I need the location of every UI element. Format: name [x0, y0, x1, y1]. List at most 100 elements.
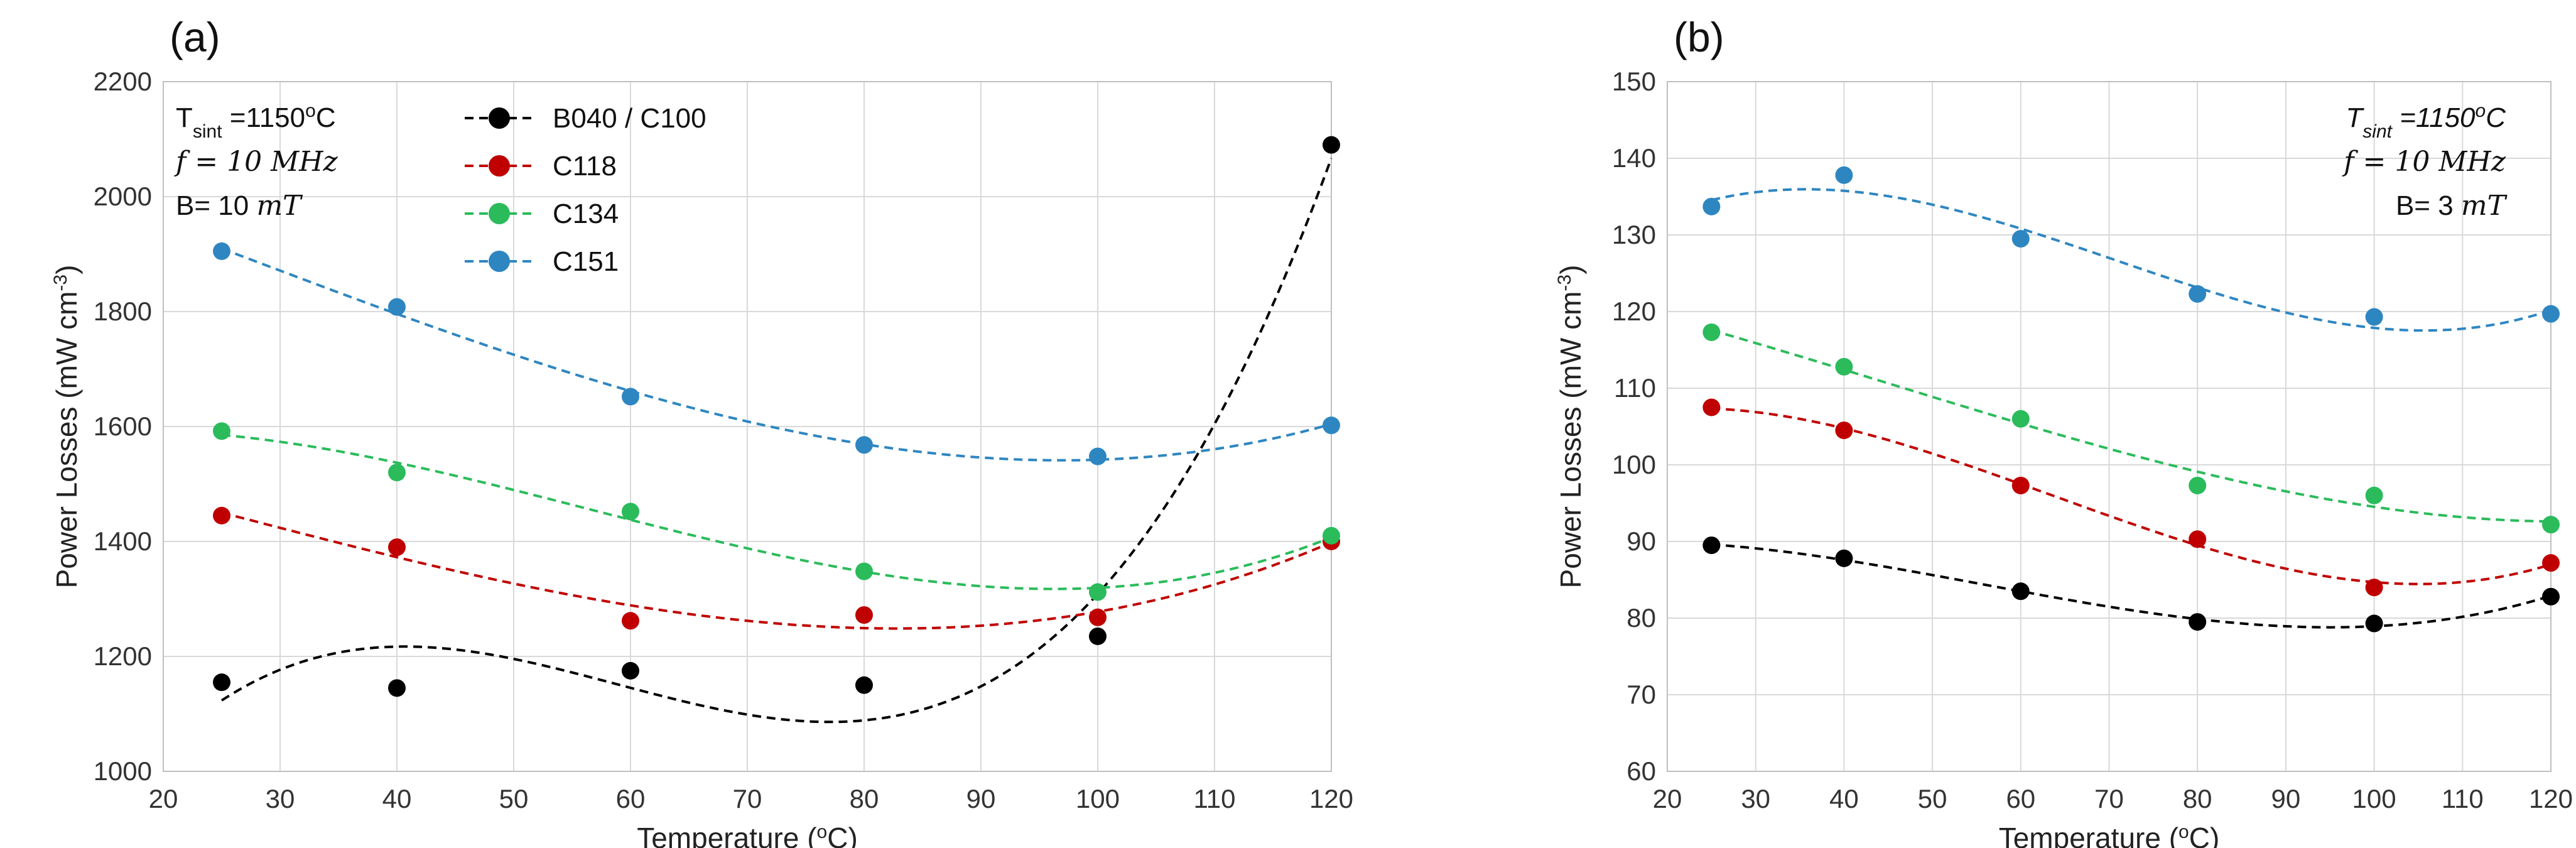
- data-point-c151: [213, 242, 230, 260]
- data-point-c118: [2011, 476, 2030, 494]
- x-tick-label: 70: [733, 784, 762, 813]
- y-tick-label: 2000: [94, 182, 152, 211]
- y-tick-label: 150: [1612, 67, 1656, 96]
- data-point-c134: [1323, 526, 1340, 545]
- data-point-b040-c100: [388, 679, 406, 697]
- legend-marker-c118: [489, 155, 510, 177]
- legend-label-c151: C151: [553, 246, 619, 277]
- legend-label-c118: C118: [553, 151, 617, 182]
- data-point-c151: [2365, 308, 2383, 326]
- y-tick-label: 80: [1626, 603, 1656, 633]
- y-tick-label: 120: [1612, 296, 1656, 326]
- x-tick-label: 110: [1194, 784, 1236, 813]
- y-axis-title: Power Losses (mW cm-3): [1554, 265, 1588, 589]
- x-tick-label: 80: [2183, 784, 2212, 813]
- x-tick-label: 30: [1741, 784, 1770, 813]
- data-point-c118: [2365, 579, 2383, 597]
- data-point-b040-c100: [855, 676, 873, 694]
- y-tick-label: 140: [1612, 143, 1656, 173]
- y-tick-label: 1400: [94, 526, 152, 556]
- legend-marker-c134: [489, 203, 510, 224]
- x-tick-label: 80: [850, 784, 879, 813]
- y-tick-label: 2200: [94, 67, 152, 96]
- data-point-c118: [1702, 398, 1721, 416]
- data-point-c151: [2189, 285, 2207, 303]
- data-point-c151: [622, 388, 639, 406]
- x-tick-label: 90: [966, 784, 996, 813]
- data-point-c134: [1089, 583, 1107, 601]
- x-tick-label: 60: [616, 784, 646, 813]
- data-point-c151: [2011, 230, 2030, 248]
- x-tick-label: 70: [2094, 784, 2124, 813]
- annotation-b-field: B= 10 mT: [176, 190, 303, 222]
- x-tick-label: 50: [1918, 784, 1947, 813]
- trendline-b040-c100: [220, 158, 1333, 724]
- x-tick-label: 110: [2442, 784, 2484, 813]
- data-point-c151: [1323, 416, 1340, 435]
- data-point-b040-c100: [2542, 587, 2560, 606]
- x-tick-label: 20: [1653, 784, 1682, 813]
- y-tick-label: 1600: [94, 411, 152, 441]
- legend-label-b040-c100: B040 / C100: [553, 103, 706, 134]
- data-point-b040-c100: [1702, 536, 1721, 555]
- legend-marker-b040-c100: [489, 107, 510, 129]
- annotation-frequency: f = 10 MHz: [174, 146, 338, 178]
- y-tick-label: 130: [1612, 220, 1656, 249]
- chart-panel-a: 1000 1200 1400 1600 1800 2000 2200 20 30 40 50 60 70…: [50, 14, 1354, 848]
- x-tick-label: 40: [382, 784, 412, 813]
- x-tick-label: 50: [499, 784, 529, 813]
- data-point-c134: [1835, 357, 1853, 376]
- x-tick-label: 120: [1309, 784, 1353, 813]
- data-point-c118: [2542, 554, 2560, 572]
- data-point-b040-c100: [2365, 614, 2383, 633]
- data-point-c134: [855, 562, 873, 580]
- legend-marker-c151: [489, 251, 510, 272]
- data-point-b040-c100: [1323, 136, 1340, 154]
- x-axis-title: Temperature (oC): [637, 822, 858, 848]
- trendline-b040-c100: [1711, 543, 2552, 629]
- x-axis-title: Temperature (oC): [1999, 822, 2220, 848]
- y-tick-label: 110: [1614, 373, 1656, 403]
- x-tick-label: 20: [149, 784, 178, 813]
- x-tick-label: 30: [266, 784, 295, 813]
- data-point-b040-c100: [1835, 549, 1853, 567]
- data-point-c134: [2542, 516, 2560, 534]
- x-tick-label: 90: [2271, 784, 2301, 813]
- data-point-c118: [855, 606, 873, 624]
- x-tick-label: 60: [2006, 784, 2035, 813]
- chart-panel-b: 60 70 80 90 100 110 120 130 140 150 20 30 40 50 60 70 80…: [1554, 14, 2573, 848]
- trendline-c134: [221, 433, 1332, 590]
- panel-label: (a): [170, 14, 220, 60]
- data-point-c134: [1702, 323, 1721, 341]
- plot-area-border: [1667, 81, 2552, 772]
- annotation-sintering-temperature: Tsint =1150oC: [2346, 101, 2506, 142]
- data-point-c151: [388, 298, 406, 316]
- data-point-c134: [622, 503, 639, 521]
- y-axis-title: Power Losses (mW cm-3): [50, 265, 84, 589]
- annotation-frequency: f = 10 MHz: [2342, 146, 2506, 178]
- data-point-c134: [2365, 486, 2383, 504]
- y-tick-label: 90: [1626, 526, 1656, 556]
- annotation-b-field: B= 3 mT: [2396, 190, 2508, 222]
- x-tick-label: 100: [1076, 784, 1120, 813]
- y-tick-label: 60: [1626, 756, 1656, 786]
- trendline-c151: [221, 247, 1332, 462]
- y-tick-label: 1200: [94, 641, 152, 671]
- panel-label: (b): [1674, 14, 1724, 60]
- data-point-c134: [213, 422, 230, 440]
- data-point-c151: [1089, 447, 1107, 465]
- data-point-b040-c100: [622, 661, 639, 680]
- data-point-b040-c100: [1089, 627, 1107, 645]
- data-point-c118: [622, 612, 639, 630]
- data-point-c118: [388, 538, 406, 557]
- data-point-c118: [1835, 421, 1853, 440]
- data-point-c134: [2189, 476, 2207, 494]
- data-point-c118: [1089, 608, 1107, 626]
- data-point-c151: [1702, 197, 1721, 215]
- y-tick-label: 70: [1626, 680, 1656, 709]
- data-point-b040-c100: [2189, 613, 2207, 631]
- data-point-c134: [388, 464, 406, 482]
- trendline-c118: [221, 511, 1332, 630]
- data-point-b040-c100: [213, 673, 230, 692]
